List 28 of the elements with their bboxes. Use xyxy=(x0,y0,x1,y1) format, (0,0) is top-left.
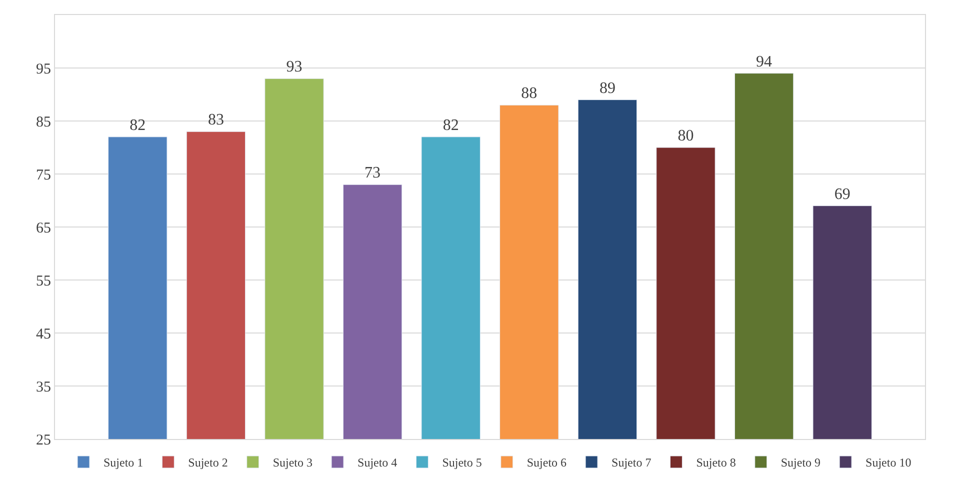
legend-label: Sujeto 4 xyxy=(358,456,398,470)
legend-label: Sujeto 1 xyxy=(104,456,144,470)
legend-label: Sujeto 5 xyxy=(442,456,482,470)
data-label: 69 xyxy=(834,186,850,203)
data-label: 80 xyxy=(678,128,694,144)
legend-label: Sujeto 9 xyxy=(780,456,821,470)
legend-label: Sujeto 2 xyxy=(188,456,228,470)
y-tick-label: 25 xyxy=(36,432,51,448)
legend-label: Sujeto 8 xyxy=(696,456,736,470)
y-tick-label: 45 xyxy=(36,326,51,342)
y-tick-label: 75 xyxy=(36,167,51,184)
y-tick-label: 35 xyxy=(36,379,51,396)
y-tick-label: 95 xyxy=(36,61,51,78)
legend-label: Sujeto 7 xyxy=(612,456,652,470)
data-label: 93 xyxy=(286,58,302,76)
y-tick-label: 85 xyxy=(36,114,51,130)
data-label: 94 xyxy=(756,53,772,70)
data-label: 73 xyxy=(364,164,381,182)
y-tick-label: 65 xyxy=(36,220,51,236)
data-label: 88 xyxy=(521,85,538,102)
data-label: 89 xyxy=(599,80,616,97)
data-label: 82 xyxy=(442,116,459,134)
legend-label: Sujeto 6 xyxy=(526,456,567,470)
legend-label: Sujeto 3 xyxy=(272,456,313,470)
y-tick-label: 55 xyxy=(36,273,51,290)
data-label: 83 xyxy=(208,112,224,129)
data-label: 82 xyxy=(130,116,146,134)
legend-label: Sujeto 10 xyxy=(866,456,912,470)
